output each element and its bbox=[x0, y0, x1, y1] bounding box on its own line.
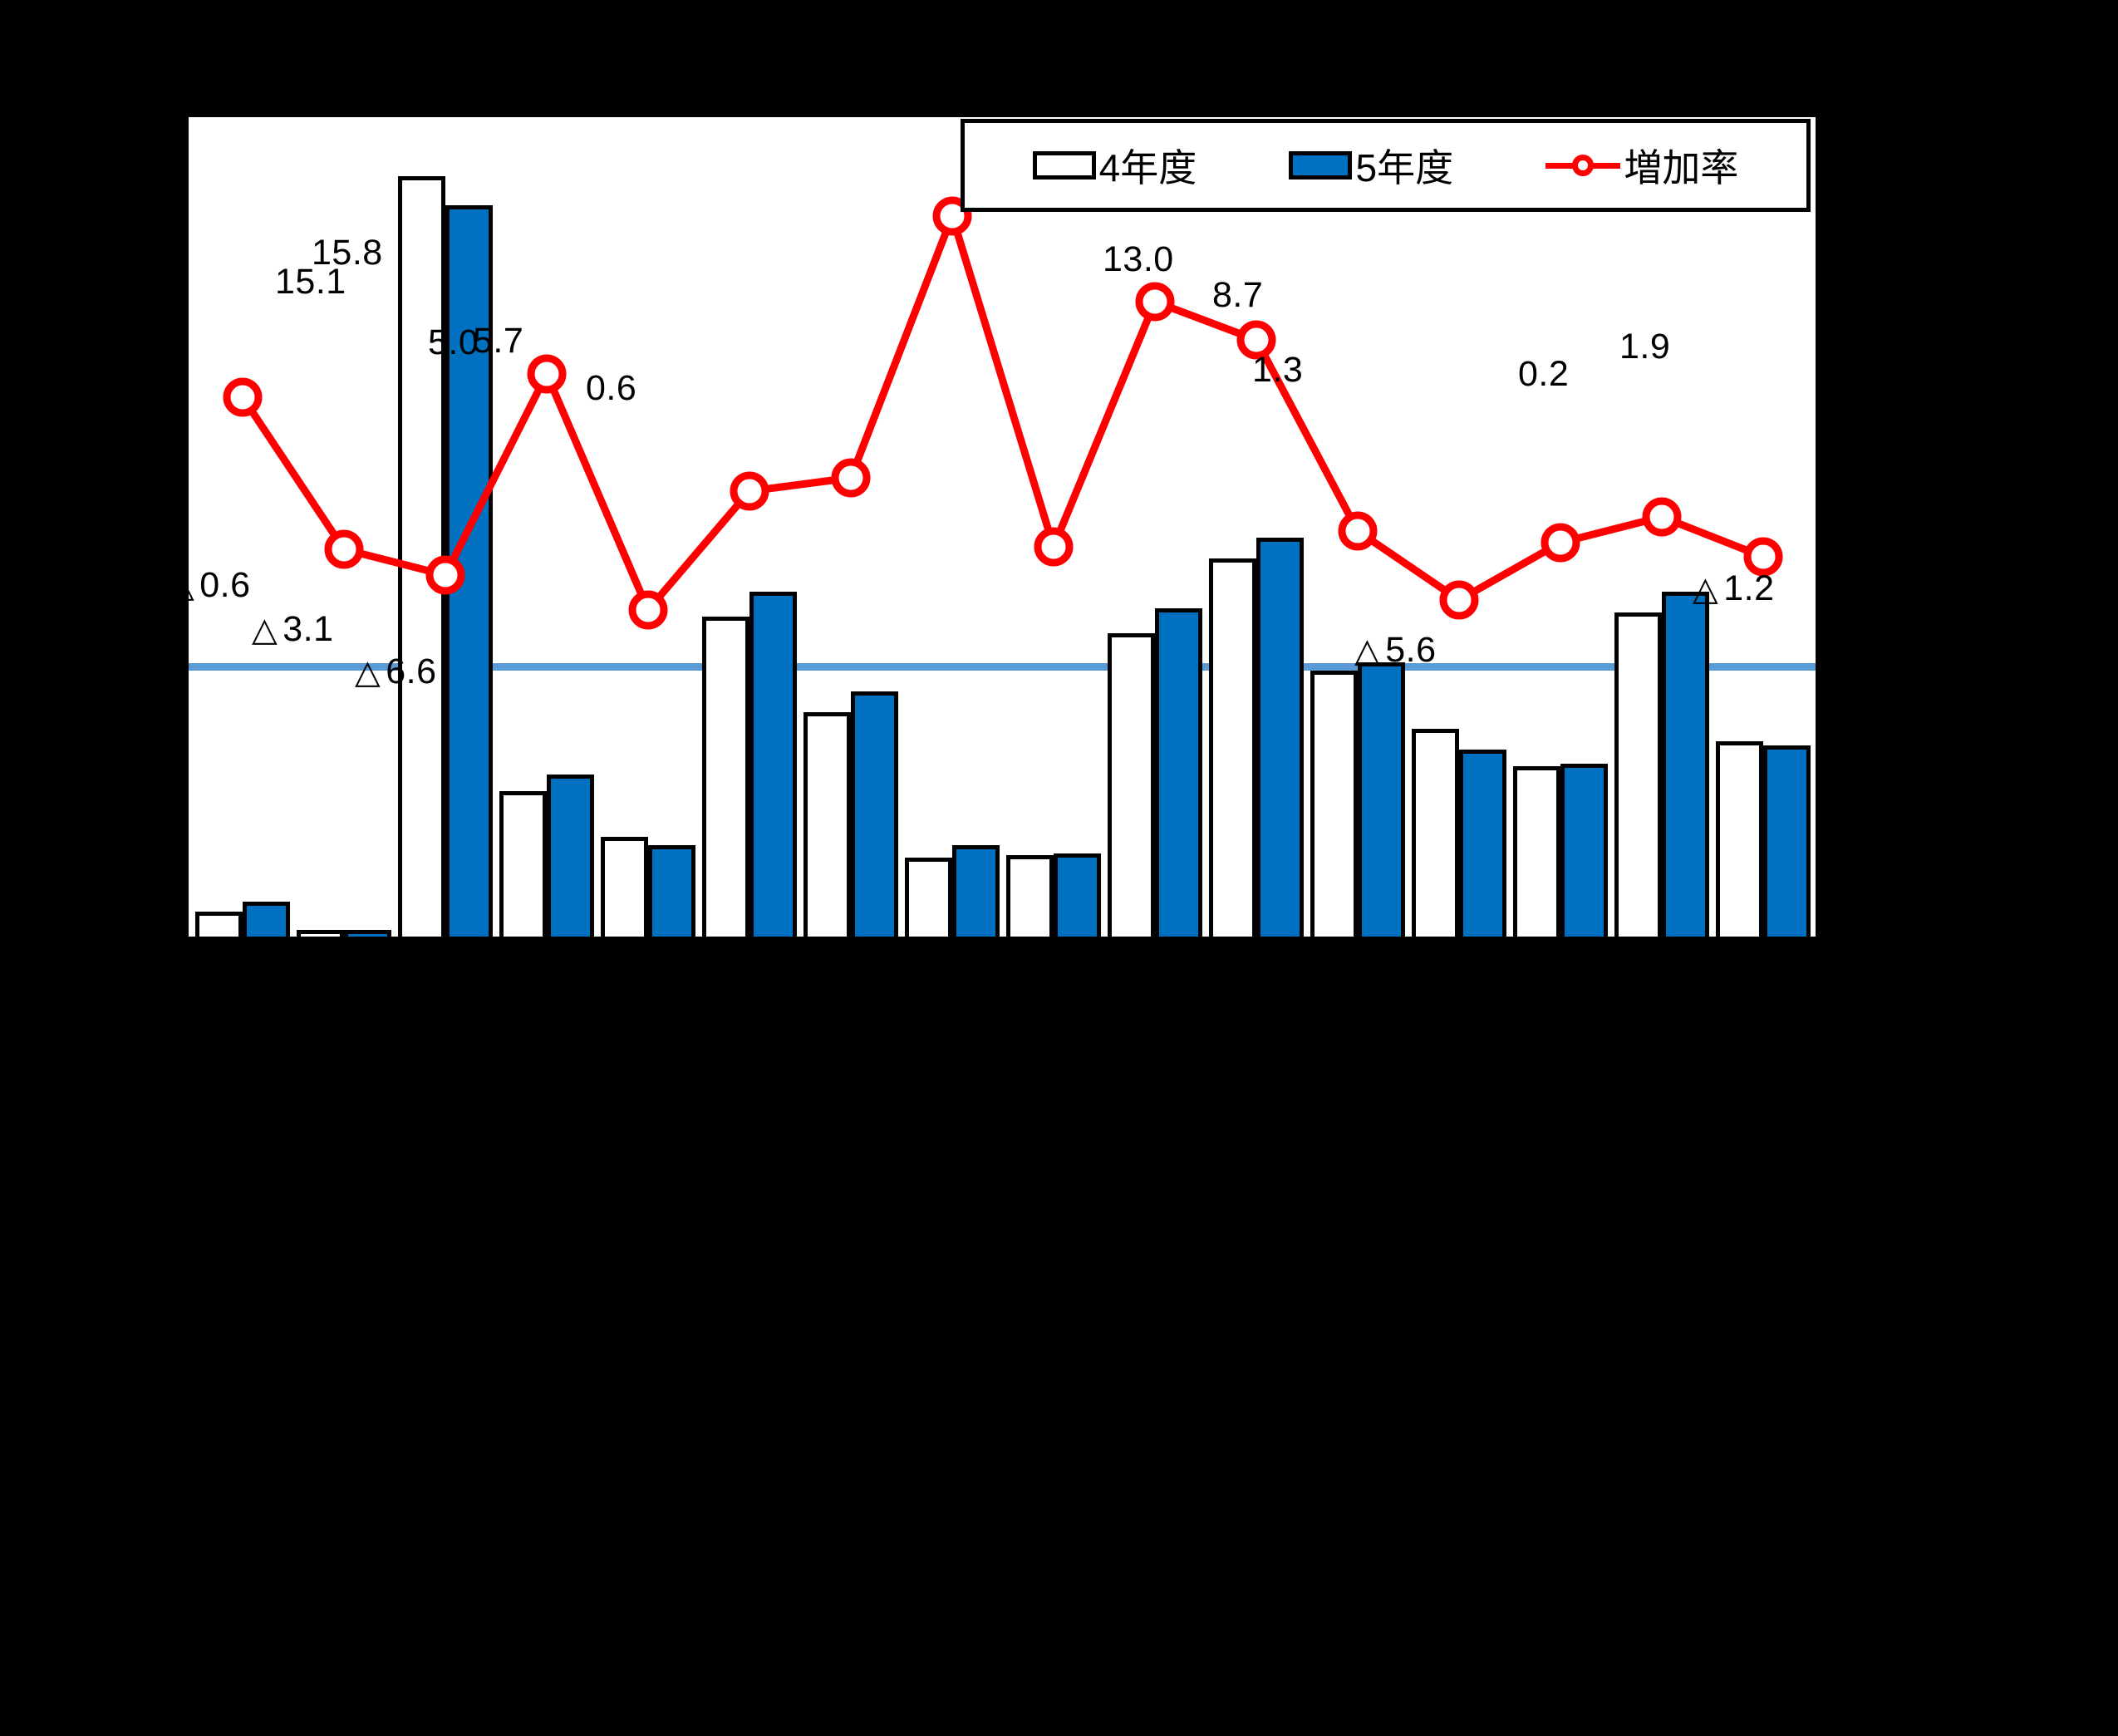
bar-4nendo bbox=[1006, 855, 1054, 937]
point-label: △ 1.2 bbox=[1693, 568, 1775, 608]
negative-triangle-icon: △ bbox=[1354, 632, 1381, 669]
point-label: △ 6.6 bbox=[355, 652, 437, 691]
bar-5nendo bbox=[1054, 853, 1101, 937]
bar-4nendo bbox=[905, 858, 952, 937]
y-axis-tick-left bbox=[174, 267, 189, 270]
bar-5nendo bbox=[243, 902, 290, 937]
bar-4nendo bbox=[702, 617, 749, 937]
point-label: 0.6 bbox=[586, 368, 637, 408]
point-label: 1.9 bbox=[1619, 327, 1671, 366]
point-label: 15.8 bbox=[312, 233, 383, 273]
point-label: 5.0 bbox=[428, 322, 479, 362]
bar-4nendo bbox=[1412, 729, 1459, 937]
bar-4nendo bbox=[195, 912, 243, 937]
bar-4nendo bbox=[297, 930, 344, 937]
y-axis-tick-right bbox=[1816, 832, 1830, 835]
negative-triangle-icon: △ bbox=[169, 568, 195, 604]
red-line-marker-icon bbox=[1546, 149, 1621, 182]
bar-4nendo bbox=[1310, 671, 1358, 937]
bar-5nendo bbox=[1560, 764, 1608, 937]
bar-5nendo bbox=[648, 845, 695, 937]
blue-bar-swatch-icon bbox=[1289, 151, 1353, 180]
bar-5nendo bbox=[344, 930, 391, 937]
point-label: △ 0.6 bbox=[169, 565, 251, 605]
bar-4nendo bbox=[803, 712, 851, 937]
legend-label: 増加率 bbox=[1624, 146, 1739, 189]
legend-item-5nendo[interactable]: 5年度 bbox=[1289, 138, 1453, 193]
legend-item-4nendo[interactable]: 4年度 bbox=[1032, 138, 1197, 193]
point-label: 5.7 bbox=[473, 321, 524, 361]
legend-label: 5年度 bbox=[1355, 146, 1454, 189]
bar-5nendo bbox=[1256, 538, 1304, 937]
plot-inner: 15.1 △0.6 △3.1 15.8 △6.6 5.0 5.7 29.0 bbox=[169, 117, 1830, 937]
bar-5nendo bbox=[1358, 662, 1405, 937]
point-label: 0.2 bbox=[1518, 354, 1570, 394]
negative-triangle-icon: △ bbox=[1693, 571, 1719, 607]
negative-triangle-icon: △ bbox=[252, 612, 278, 648]
point-label: 13.0 bbox=[1103, 239, 1174, 279]
y-axis-tick-left bbox=[174, 450, 189, 453]
bar-5nendo bbox=[547, 775, 594, 937]
bar-5nendo bbox=[749, 592, 797, 937]
zero-reference-line bbox=[189, 663, 1816, 671]
bar-5nendo bbox=[1662, 592, 1709, 937]
y-axis-tick-right bbox=[1816, 443, 1830, 446]
negative-triangle-icon: △ bbox=[355, 654, 381, 691]
bar-4nendo bbox=[1716, 741, 1763, 937]
y-axis-tick-right bbox=[1816, 584, 1830, 588]
bar-5nendo bbox=[1763, 745, 1811, 937]
bar-5nendo bbox=[851, 691, 898, 937]
bar-4nendo bbox=[1614, 612, 1662, 937]
bar-4nendo bbox=[1108, 633, 1155, 937]
chart-legend: 4年度 5年度 増加率 bbox=[961, 119, 1811, 212]
bar-5nendo bbox=[1155, 608, 1202, 937]
y-axis-tick-left bbox=[174, 632, 189, 636]
y-axis-tick-left bbox=[174, 844, 189, 848]
y-axis-tick-right bbox=[1816, 234, 1830, 237]
point-label: △ 5.6 bbox=[1354, 630, 1437, 670]
bar-4nendo bbox=[601, 837, 648, 937]
legend-label: 4年度 bbox=[1098, 146, 1197, 189]
bar-4nendo bbox=[1513, 766, 1560, 937]
white-bar-swatch-icon bbox=[1032, 151, 1096, 180]
plot-area: 15.1 △0.6 △3.1 15.8 △6.6 5.0 5.7 29.0 bbox=[169, 114, 1830, 940]
bar-4nendo bbox=[398, 176, 445, 937]
bar-5nendo bbox=[1459, 750, 1506, 937]
bar-5nendo bbox=[952, 845, 1000, 937]
point-label: △ 3.1 bbox=[252, 609, 334, 649]
legend-item-rate[interactable]: 増加率 bbox=[1546, 138, 1738, 193]
point-label: 1.3 bbox=[1252, 350, 1304, 390]
bar-4nendo bbox=[1209, 558, 1256, 937]
point-label: 15.1 bbox=[275, 262, 346, 302]
point-label: 8.7 bbox=[1212, 275, 1264, 315]
bar-4nendo bbox=[499, 791, 547, 937]
bar-5nendo bbox=[445, 205, 493, 937]
